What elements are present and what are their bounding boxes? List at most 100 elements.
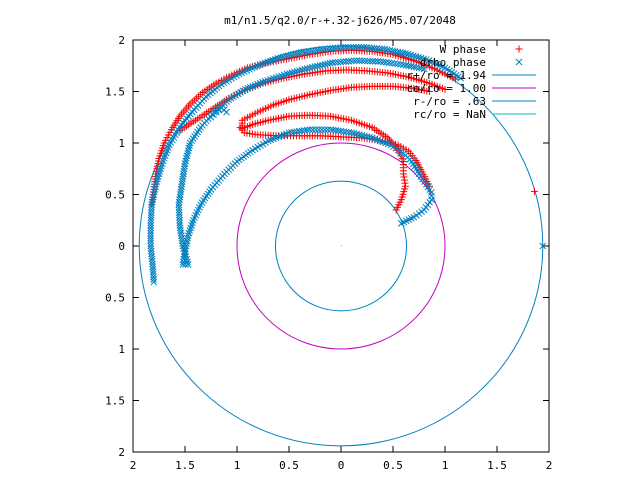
drho-phase-point bbox=[147, 232, 155, 240]
origin-dot bbox=[341, 245, 342, 246]
drho-phase-point bbox=[152, 183, 159, 191]
drho-phase-point bbox=[363, 57, 371, 65]
x-tick-label: 1.5 bbox=[175, 459, 195, 472]
drho-phase-point bbox=[413, 63, 420, 71]
drho-phase-point bbox=[355, 131, 363, 138]
drho-phase-point bbox=[353, 130, 360, 138]
drho-phase-point bbox=[285, 52, 292, 59]
drho-phase-point bbox=[369, 57, 376, 65]
drho-phase-point bbox=[321, 126, 329, 133]
drho-phase-point bbox=[147, 211, 155, 219]
drho-phase-point bbox=[176, 222, 184, 229]
drho-phase-point bbox=[400, 61, 407, 69]
drho-phase-point bbox=[368, 134, 376, 142]
drho-phase-point bbox=[283, 70, 291, 78]
x-tick-label: 2 bbox=[546, 459, 553, 472]
drho-phase-point bbox=[329, 59, 337, 67]
drho-phase-point bbox=[350, 129, 358, 137]
drho-phase-point bbox=[361, 57, 368, 65]
drho-phase-point bbox=[382, 59, 390, 66]
drho-phase-point bbox=[342, 43, 350, 51]
drho-phase-point bbox=[337, 44, 344, 51]
drho-phase-point bbox=[418, 64, 425, 72]
drho-phase-point bbox=[184, 147, 192, 155]
drho-phase-point bbox=[149, 265, 157, 273]
drho-phase-point bbox=[223, 108, 230, 116]
drho-phase-point bbox=[293, 67, 301, 75]
drho-phase-point bbox=[342, 58, 350, 65]
drho-phase-point bbox=[183, 237, 191, 245]
x-tick-label: 0 bbox=[338, 459, 345, 472]
drho-phase-point bbox=[148, 201, 156, 209]
drho-phase-point bbox=[371, 58, 379, 65]
drho-phase-point bbox=[345, 57, 352, 65]
w-phase-point bbox=[400, 173, 408, 181]
drho-phase-point bbox=[326, 59, 334, 67]
x-tick-label: 2 bbox=[130, 459, 137, 472]
drho-phase-point bbox=[539, 242, 547, 250]
drho-phase-point bbox=[149, 270, 157, 278]
y-tick-label: 1 bbox=[118, 343, 125, 356]
drho-phase-point bbox=[176, 219, 184, 227]
legend-marker-w-phase bbox=[515, 45, 523, 53]
legend-label: r+/ro = 1.94 bbox=[407, 69, 487, 82]
drho-phase-point bbox=[357, 43, 365, 51]
drho-phase-point bbox=[176, 214, 183, 222]
drho-phase-point bbox=[312, 126, 320, 133]
drho-phase-point bbox=[290, 50, 298, 58]
drho-phase-point bbox=[147, 237, 155, 245]
y-tick-label: 2 bbox=[118, 446, 125, 459]
drho-phase-point bbox=[334, 58, 342, 66]
x-tick-label: 1 bbox=[442, 459, 449, 472]
drho-phase-point bbox=[185, 144, 193, 152]
drho-phase-point bbox=[363, 133, 371, 140]
drho-phase-point bbox=[350, 43, 357, 51]
drho-phase-point bbox=[301, 65, 309, 73]
drho-phase-point bbox=[179, 261, 187, 268]
drho-phase-point bbox=[318, 126, 326, 133]
w-phase-point bbox=[530, 187, 538, 195]
drho-phase-point bbox=[175, 206, 183, 214]
drho-phase-point bbox=[288, 69, 296, 76]
drho-phase-point bbox=[377, 58, 384, 65]
chart-title: m1/n1.5/q2.0/r-+.32-j626/M5.07/2048 bbox=[224, 14, 456, 27]
drho-phase-point bbox=[329, 126, 337, 134]
legend-label: r-/ro = .63 bbox=[413, 95, 486, 108]
drho-phase-point bbox=[175, 209, 183, 216]
drho-phase-point bbox=[282, 52, 290, 60]
w-phase-point bbox=[401, 182, 409, 190]
drho-phase-point bbox=[287, 51, 295, 59]
drho-phase-point bbox=[311, 63, 319, 71]
drho-phase-point bbox=[352, 43, 360, 51]
drho-phase-point bbox=[415, 64, 423, 72]
drho-phase-point bbox=[315, 126, 323, 133]
drho-phase-point bbox=[147, 227, 155, 234]
drho-phase-point bbox=[147, 222, 155, 229]
drho-phase-point bbox=[361, 132, 368, 140]
drho-phase-point bbox=[391, 47, 399, 55]
drho-phase-point bbox=[321, 61, 329, 68]
drho-phase-point bbox=[184, 232, 192, 240]
drho-phase-point bbox=[150, 188, 158, 196]
drho-phase-point bbox=[358, 57, 366, 65]
drho-phase-point bbox=[386, 46, 394, 54]
drho-phase-point bbox=[394, 48, 402, 56]
drho-phase-point bbox=[391, 60, 399, 67]
drho-phase-point bbox=[148, 198, 156, 206]
y-tick-label: 1.5 bbox=[105, 86, 125, 99]
drho-phase-point bbox=[347, 57, 355, 65]
drho-phase-point bbox=[150, 191, 158, 198]
drho-phase-point bbox=[420, 65, 428, 73]
y-tick-label: 0.5 bbox=[105, 292, 125, 305]
drho-phase-point bbox=[324, 60, 331, 68]
drho-phase-point bbox=[308, 63, 316, 71]
drho-phase-point bbox=[149, 196, 157, 204]
drho-phase-point bbox=[383, 46, 391, 54]
drho-phase-point bbox=[306, 64, 314, 72]
drho-phase-point bbox=[277, 54, 285, 61]
drho-phase-point bbox=[184, 149, 191, 157]
drho-phase-point bbox=[385, 59, 393, 67]
